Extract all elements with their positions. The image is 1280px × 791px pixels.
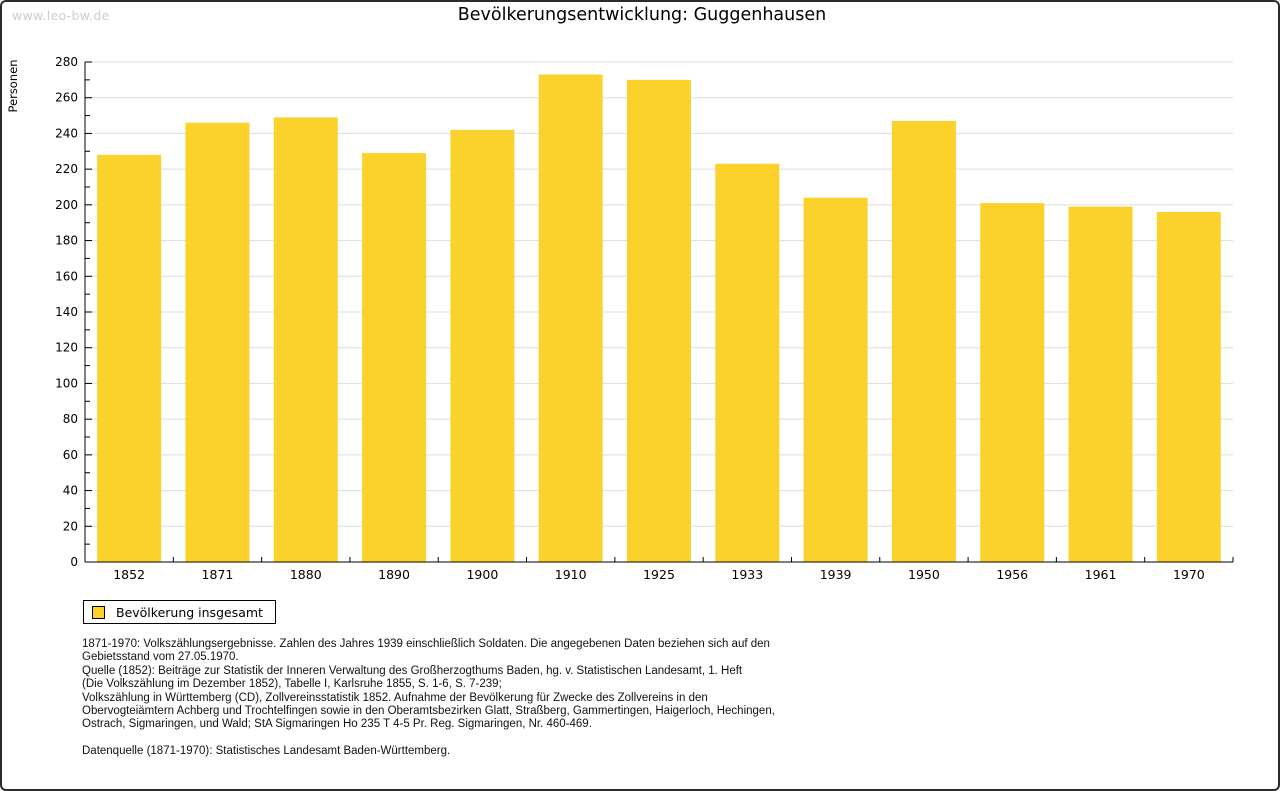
footnote-line: Ostrach, Sigmaringen, und Wald; StA Sigm…: [82, 718, 592, 731]
bar-1925: [627, 79, 691, 562]
y-tick-label: 60: [63, 448, 78, 462]
bar-1880: [273, 117, 338, 562]
y-tick-label: 20: [63, 519, 78, 533]
datasource-line: Datenquelle (1871-1970): Statistisches L…: [82, 744, 451, 757]
bar-1956: [980, 203, 1045, 563]
watermark: www.leo-bw.de: [12, 8, 110, 23]
x-tick-label: 1925: [643, 567, 675, 582]
x-tick-label: 1950: [908, 567, 940, 582]
bar-1933: [715, 163, 780, 563]
y-tick-label: 0: [70, 555, 78, 569]
x-tick-label: 1933: [731, 567, 763, 582]
footnote-line: Obervogteiämtern Achberg und Trochtelfin…: [82, 705, 775, 718]
footnote-line: Quelle (1852): Beiträge zur Statistik de…: [82, 664, 743, 677]
bar-1871: [185, 122, 250, 562]
x-tick-label: 1890: [378, 567, 410, 582]
bar-1890: [362, 153, 427, 563]
x-tick-label: 1961: [1085, 567, 1117, 582]
footnote-line: Volkszählung in Württemberg (CD), Zollve…: [82, 691, 708, 704]
y-tick-label: 80: [63, 412, 78, 426]
y-tick-label: 200: [55, 198, 78, 212]
bar-1950: [891, 120, 956, 562]
x-tick-label: 1939: [820, 567, 852, 582]
bar-1970: [1156, 212, 1221, 562]
y-tick-label: 280: [55, 55, 78, 69]
y-tick-label: 260: [55, 91, 78, 105]
footnote-line: Gebietsstand vom 27.05.1970.: [82, 651, 239, 664]
footnote-line: (Die Volkszählung im Dezember 1852), Tab…: [82, 678, 502, 691]
y-tick-label: 160: [55, 269, 78, 283]
bar-1852: [97, 154, 162, 562]
legend-swatch-icon: [92, 605, 105, 619]
y-tick-label: 240: [55, 126, 78, 140]
y-tick-label: 220: [55, 162, 78, 176]
x-tick-label: 1900: [466, 567, 498, 582]
y-tick-label: 120: [55, 341, 78, 355]
y-tick-label: 40: [63, 484, 78, 498]
legend-label: Bevölkerung insgesamt: [116, 604, 263, 620]
bar-1939: [803, 197, 868, 562]
x-tick-label: 1871: [202, 567, 234, 582]
x-tick-label: 1910: [555, 567, 587, 582]
footnote-line: 1871-1970: Volkszählungsergebnisse. Zahl…: [82, 638, 770, 650]
y-tick-label: 180: [55, 234, 78, 248]
chart-title: Bevölkerungsentwicklung: Guggenhausen: [457, 5, 827, 25]
footnotes: 1871-1970: Volkszählungsergebnisse. Zahl…: [82, 638, 1202, 758]
x-tick-label: 1970: [1173, 567, 1205, 582]
y-tick-label: 140: [55, 305, 78, 319]
x-tick-label: 1880: [290, 567, 322, 582]
bar-1910: [538, 74, 603, 562]
bar-chart: 0 20 40 60 80 100 120 140 160 180 200 220 240 260 280 1…: [55, 55, 1234, 582]
x-tick-label: 1956: [996, 567, 1028, 582]
bar-1900: [450, 129, 515, 562]
legend: Bevölkerung insgesamt: [83, 600, 276, 624]
y-tick-label: 100: [55, 376, 78, 390]
bar-1961: [1068, 206, 1133, 562]
x-tick-label: 1852: [113, 567, 145, 582]
